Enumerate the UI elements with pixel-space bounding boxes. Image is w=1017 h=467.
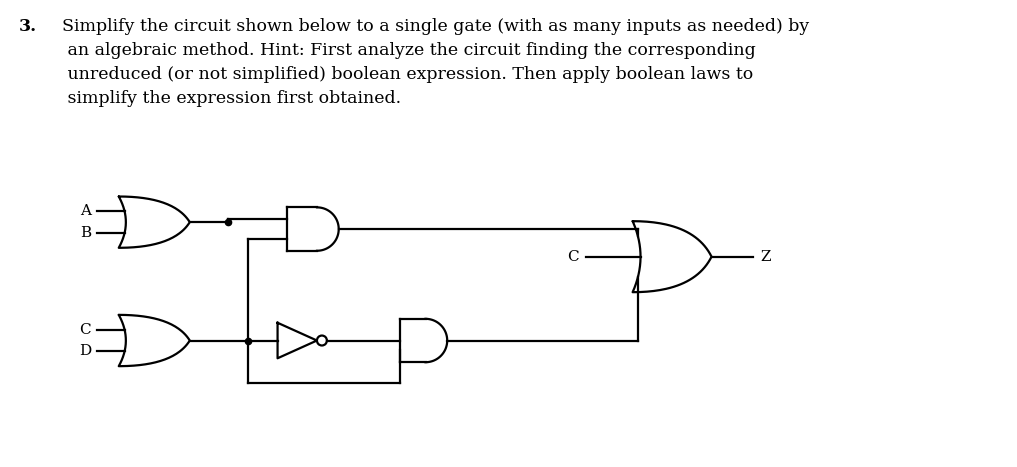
Text: C: C (566, 250, 579, 264)
Text: B: B (80, 226, 92, 240)
Text: Z: Z (761, 250, 771, 264)
Text: C: C (79, 323, 92, 337)
Text: A: A (80, 205, 92, 219)
Text: Simplify the circuit shown below to a single gate (with as many inputs as needed: Simplify the circuit shown below to a si… (51, 18, 809, 107)
Text: 3.: 3. (19, 18, 38, 35)
Text: D: D (79, 344, 92, 358)
